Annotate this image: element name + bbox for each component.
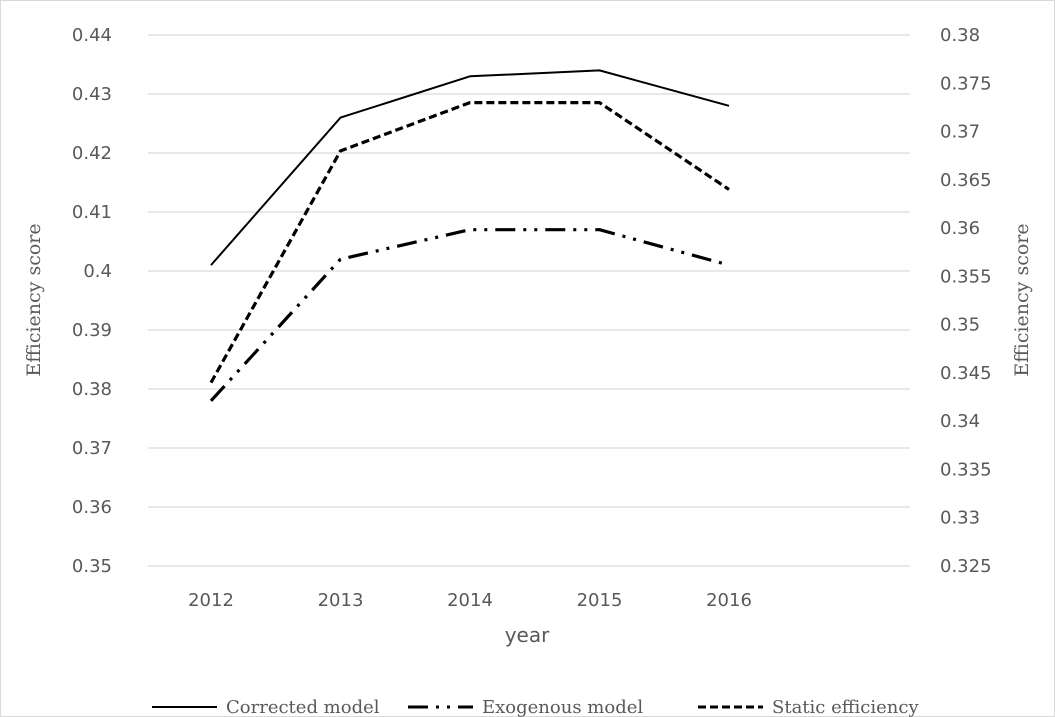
x-axis: 2012 2013 2014 2015 2016 [188,590,752,611]
left-y-tick-label: 0.44 [72,25,112,46]
right-y-tick-label: 0.34 [940,411,980,432]
x-tick-label: 2015 [577,590,623,611]
legend-label-corrected-model: Corrected model [226,697,380,717]
left-y-tick-label: 0.38 [72,379,112,400]
left-y-axis: 0.35 0.36 0.37 0.38 0.39 0.4 0.41 0.42 0.43 0.44 [72,25,112,577]
left-y-tick-label: 0.42 [72,143,112,164]
left-y-tick-label: 0.39 [72,320,112,341]
series-line-exogenous-model [209,228,730,402]
left-y-tick-label: 0.41 [72,202,112,223]
right-y-tick-label: 0.345 [940,363,992,384]
left-y-tick-label: 0.35 [72,556,112,577]
right-y-tick-label: 0.375 [940,73,992,94]
left-y-axis-title: Efficiency score [23,223,45,376]
right-y-tick-label: 0.38 [940,25,980,46]
right-y-axis-title: Efficiency score [1011,223,1033,376]
left-y-tick-label: 0.36 [72,497,112,518]
right-y-tick-label: 0.36 [940,218,980,239]
x-tick-label: 2013 [318,590,364,611]
legend-label-exogenous-model: Exogenous model [482,697,643,717]
gridlines [148,34,910,567]
x-axis-title: year [505,623,550,647]
right-y-tick-label: 0.35 [940,315,980,336]
right-y-axis: 0.325 0.33 0.335 0.34 0.345 0.35 0.355 0.36 0.36… [940,25,992,577]
x-tick-label: 2016 [706,590,752,611]
left-y-tick-label: 0.37 [72,438,112,459]
right-y-tick-label: 0.365 [940,170,992,191]
x-tick-label: 2012 [188,590,234,611]
right-y-tick-label: 0.33 [940,508,980,529]
series-lines [209,69,730,402]
left-y-tick-label: 0.4 [83,261,112,282]
right-y-tick-label: 0.355 [940,266,992,287]
left-y-tick-label: 0.43 [72,84,112,105]
legend-label-static-efficiency: Static efficiency [772,697,919,717]
right-y-tick-label: 0.325 [940,556,992,577]
right-y-tick-label: 0.335 [940,459,992,480]
series-line-corrected-model [210,69,730,266]
series-line-static-efficiency [209,100,730,384]
right-y-tick-label: 0.37 [940,122,980,143]
legend: Corrected model Exogenous model Static e… [152,697,919,717]
x-tick-label: 2014 [447,590,493,611]
